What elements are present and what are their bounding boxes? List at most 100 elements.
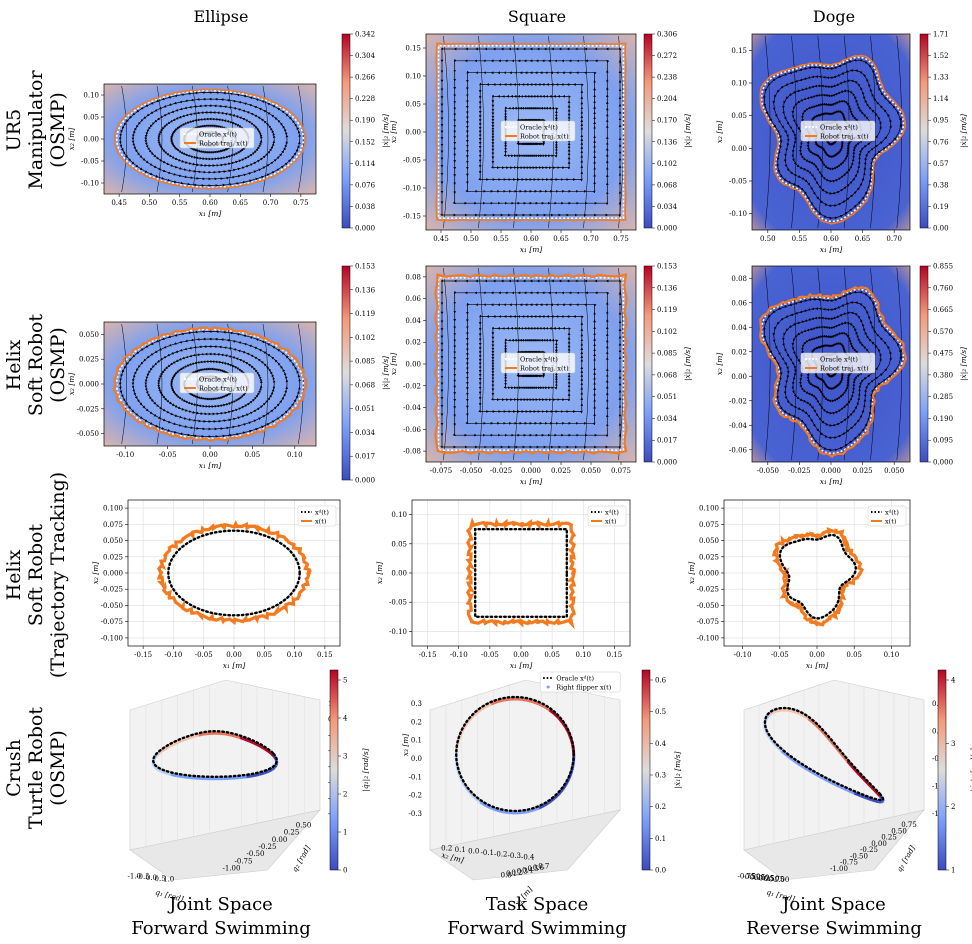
row-title-crush: Crush Turtle Robot (OSMP) bbox=[3, 707, 69, 829]
colorbar-tick-label: 0.000 bbox=[657, 459, 677, 467]
y-axis-label: x₂ [m] bbox=[67, 373, 76, 396]
flipper-trajectory-segment bbox=[876, 792, 882, 798]
colorbar-tick-label: 0.136 bbox=[355, 286, 376, 294]
x-tick-label: -0.05 bbox=[771, 651, 789, 659]
legend-label-robot: Robot traj. x(t) bbox=[520, 365, 569, 373]
x-tick-label: -0.10 bbox=[116, 451, 134, 459]
flipper-trajectory-segment bbox=[557, 716, 564, 724]
streamline bbox=[764, 35, 771, 229]
robot-trajectory bbox=[759, 54, 907, 225]
streamline bbox=[478, 267, 484, 461]
y-tick-label: -1.00 bbox=[223, 864, 241, 872]
x-tick-label: -0.025 bbox=[788, 467, 810, 475]
flipper-trajectory-segment bbox=[198, 732, 204, 737]
flipper-trajectory-segment bbox=[548, 797, 556, 804]
flipper-trajectory-segment bbox=[822, 732, 829, 739]
colorbar-label: |ẋ|₂ [m/s] bbox=[959, 114, 968, 148]
x-tick-label: 0.10 bbox=[287, 451, 303, 459]
colorbar-tick-label: 4 bbox=[951, 677, 956, 685]
colorbar-tick-label: 0.3 bbox=[655, 772, 666, 780]
footer-col3: Joint Space Reverse Swimming bbox=[746, 894, 922, 939]
legend-label-oracle: Oracle xᵈ(t) bbox=[199, 376, 237, 384]
chart-ur5-square: 0.45 0.50 0.55 0.60 0.65 0.70 0.75 -0.15 -0.10 -0… bbox=[389, 31, 692, 255]
x-tick-label: -0.025 bbox=[490, 467, 512, 475]
z-tick-label: -0.2 bbox=[409, 792, 423, 800]
x-tick-label: 0.000 bbox=[821, 467, 841, 475]
colorbar-label: |q̇₁|₂ [rad/s] bbox=[361, 748, 370, 791]
flipper-trajectory-segment bbox=[831, 781, 841, 788]
y-tick-label: -0.15 bbox=[403, 213, 421, 221]
y-tick-label: -0.08 bbox=[403, 448, 421, 456]
flipper-trajectory-segment bbox=[256, 743, 262, 749]
colorbar-tick-label: 2 bbox=[951, 803, 955, 811]
svg-text:Forward Swimming: Forward Swimming bbox=[131, 918, 310, 939]
x-tick-label: 0.10 bbox=[287, 651, 303, 659]
y-axis-label: q₂ [rad] bbox=[290, 844, 312, 874]
flipper-trajectory-segment bbox=[484, 804, 492, 810]
row-title-ur5: UR5 Manipulator (OSMP) bbox=[3, 70, 69, 190]
flipper-trajectory-segment bbox=[520, 810, 528, 815]
x-axis-label: x₁ [m] bbox=[199, 209, 222, 218]
svg-text:Forward Swimming: Forward Swimming bbox=[447, 918, 626, 939]
y-tick-label: -0.050 bbox=[77, 430, 99, 438]
axes-frame bbox=[425, 265, 637, 463]
y-tick-label: 0.10 bbox=[391, 511, 407, 519]
colorbar-tick-label: 0.855 bbox=[933, 263, 953, 271]
y-tick-label: -0.50 bbox=[247, 850, 265, 858]
flipper-trajectory-segment bbox=[176, 774, 184, 779]
charts-layer: 0.45 0.50 0.55 0.60 0.65 0.70 0.75-0.10-0.050.… bbox=[67, 31, 972, 908]
y-tick-label: -0.10 bbox=[81, 180, 99, 188]
colorbar-tick-label: 0.204 bbox=[657, 95, 678, 103]
flipper-trajectory-segment bbox=[248, 739, 254, 744]
colorbar-tick-label: 0.190 bbox=[933, 415, 953, 423]
colorbar-tick-label: 0.342 bbox=[355, 31, 375, 39]
x-tick-label: 0.2 bbox=[511, 869, 522, 877]
oracle-trajectory bbox=[437, 277, 625, 451]
flipper-trajectory-segment bbox=[842, 755, 849, 763]
flipper-trajectory-segment bbox=[787, 708, 793, 713]
svg-text:Reverse Swimming: Reverse Swimming bbox=[746, 918, 922, 939]
y-tick-label: -0.025 bbox=[101, 586, 123, 594]
legend-box bbox=[500, 120, 576, 142]
colorbar-tick-label: 0.076 bbox=[355, 181, 376, 189]
colorbar-tick-label: 0.5 bbox=[655, 708, 666, 716]
flipper-trajectory-segment bbox=[263, 769, 270, 775]
y-axis-label: x₂ [m] bbox=[389, 353, 398, 376]
x-tick-label: 0.70 bbox=[886, 235, 902, 243]
colorbar bbox=[919, 33, 929, 229]
flipper-trajectory-segment bbox=[811, 720, 818, 727]
chart-track-square: -0.15 -0.10 -0.05 0.00 0.05 0.10 0.15 -0.10 -0.0… bbox=[375, 499, 631, 670]
y-tick-label: 0.02 bbox=[731, 348, 747, 356]
y-tick-label: 0.00 bbox=[405, 361, 421, 369]
y-tick-label: 0.100 bbox=[699, 505, 719, 513]
y-tick-label: 0.04 bbox=[731, 324, 747, 332]
oracle-trajectory bbox=[778, 533, 858, 620]
y-tick-label: -0.06 bbox=[403, 426, 421, 434]
legend-label-oracle: Oracle xᵈ(t) bbox=[820, 356, 858, 364]
y-tick-label: 0.75 bbox=[901, 821, 917, 829]
x-tick-label: 0.7 bbox=[538, 863, 549, 871]
flipper-trajectory-segment bbox=[264, 747, 270, 753]
y-axis-label: x₂ [m] bbox=[715, 121, 724, 144]
colorbar bbox=[937, 669, 947, 871]
flipper-trajectory-segment bbox=[502, 810, 510, 815]
z-tick-label: 0.0 bbox=[411, 755, 422, 763]
y-tick-label: 0.05 bbox=[391, 540, 407, 548]
x-tick-label: 0.65 bbox=[553, 235, 569, 243]
colorbar-tick-label: 0.1 bbox=[655, 835, 666, 843]
flipper-trajectory-segment bbox=[846, 788, 855, 795]
x-tick-label: -0.050 bbox=[757, 467, 779, 475]
colorbar-tick-label: 0.153 bbox=[355, 263, 375, 271]
colorbar-tick-label: 1 bbox=[951, 867, 955, 875]
x-tick-label: 0.45 bbox=[111, 199, 127, 207]
robot-trajectory bbox=[465, 517, 577, 630]
x-tick-label: 1.00 bbox=[774, 876, 790, 884]
legend-label-robot: Robot traj. x(t) bbox=[820, 133, 869, 141]
colorbar-tick-label: 4 bbox=[343, 715, 348, 723]
y-tick-label: 0.075 bbox=[103, 521, 123, 529]
flipper-trajectory-segment bbox=[875, 799, 880, 804]
flipper-trajectory-segment bbox=[267, 768, 273, 773]
flipper-trajectory-segment bbox=[786, 754, 795, 762]
streamline bbox=[118, 330, 302, 438]
